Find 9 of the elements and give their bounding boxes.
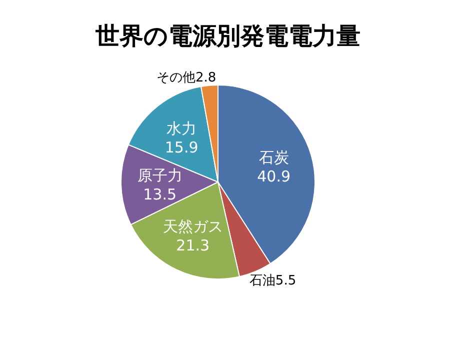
- data-label: 15.9: [164, 138, 198, 157]
- slice-label: 原子力: [137, 166, 182, 185]
- slice-label: 水力: [166, 120, 197, 138]
- slice-label: 石炭: [258, 148, 289, 167]
- slice-label: 天然ガス: [162, 217, 223, 236]
- data-label: 40.9: [257, 168, 291, 186]
- data-label: 13.5: [143, 186, 177, 204]
- chart-title: 世界の電源別発電電力量: [94, 22, 360, 50]
- data-label: 21.3: [176, 236, 210, 254]
